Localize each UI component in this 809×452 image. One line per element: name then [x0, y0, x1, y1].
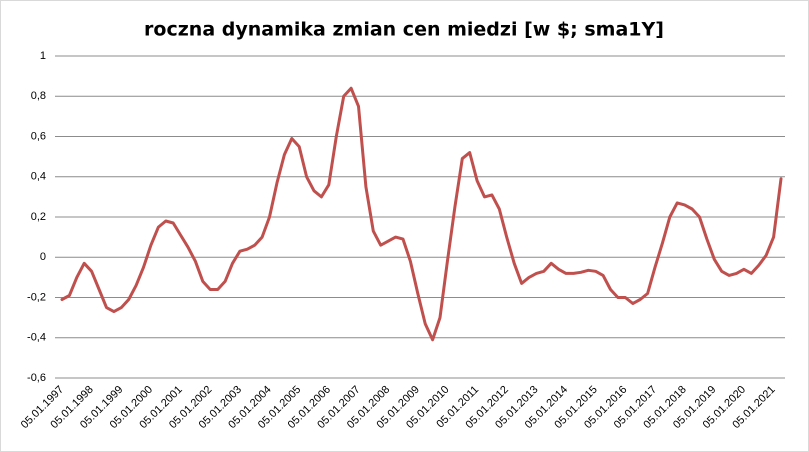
y-tick-label: -0,6	[27, 372, 46, 384]
y-tick-label: -0,2	[27, 291, 46, 303]
y-tick-label: 1	[40, 50, 46, 62]
y-tick-label: 0,8	[31, 90, 46, 102]
y-tick-label: 0,2	[31, 211, 46, 223]
y-tick-label: 0,4	[31, 171, 46, 183]
y-tick-label: 0	[40, 251, 46, 263]
chart-title: roczna dynamika zmian cen miedzi [w $; s…	[144, 19, 664, 41]
y-tick-label: 0,6	[31, 130, 46, 142]
data-line	[60, 86, 783, 342]
y-tick-label: -0,4	[27, 332, 46, 344]
